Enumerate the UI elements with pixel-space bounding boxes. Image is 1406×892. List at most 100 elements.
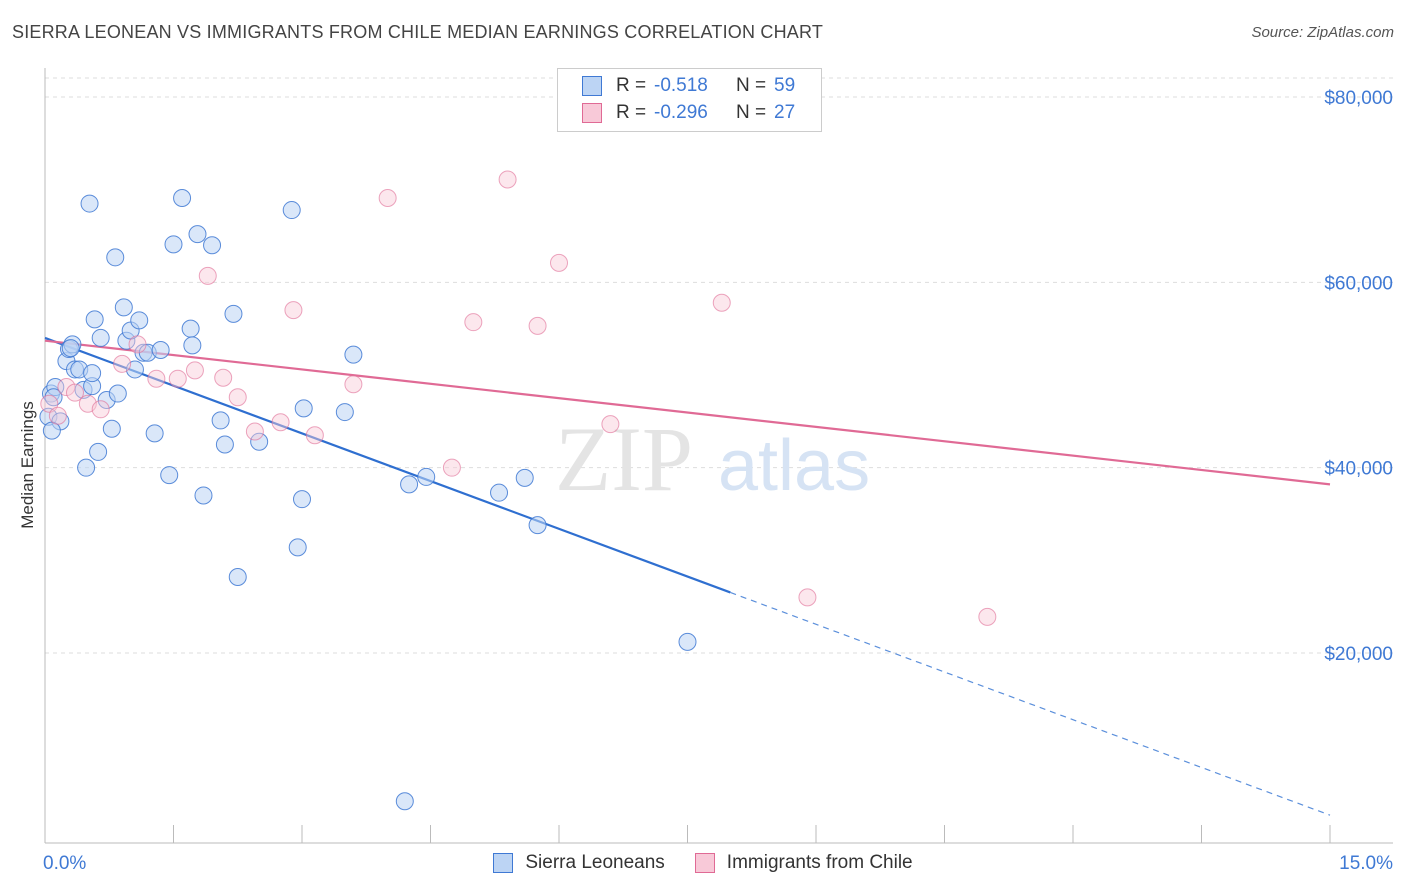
point-chile	[185, 361, 204, 380]
trendline-sierra-leoneans	[44, 336, 731, 594]
point-sierra-leonean	[335, 403, 354, 422]
r-label: R =	[616, 75, 647, 96]
legend-item-sierra-leoneans[interactable]: Sierra Leoneans	[493, 852, 665, 874]
point-chile	[271, 413, 290, 432]
legend-item-chile[interactable]: Immigrants from Chile	[694, 852, 913, 874]
point-sierra-leonean	[417, 467, 436, 486]
point-chile	[91, 400, 110, 419]
watermark: ZIP atlas	[555, 408, 870, 510]
point-chile	[978, 607, 997, 626]
point-chile	[245, 422, 264, 441]
y-axis-label: Median Earnings	[18, 401, 37, 529]
point-sierra-leonean	[114, 298, 133, 317]
trendline-sierra-leoneans-extension	[730, 591, 1331, 816]
y-tick-label: $20,000	[1324, 644, 1393, 665]
point-chile	[57, 378, 76, 397]
point-sierra-leonean	[108, 384, 127, 403]
point-chile	[798, 588, 817, 607]
legend-label: Immigrants from Chile	[726, 852, 913, 873]
r-label: R =	[616, 102, 647, 123]
point-chile	[228, 388, 247, 407]
point-chile	[601, 415, 620, 434]
point-sierra-leonean	[228, 568, 247, 587]
point-sierra-leonean	[515, 468, 534, 487]
r-value: -0.518	[654, 75, 708, 96]
point-sierra-leonean	[77, 458, 96, 477]
axes	[44, 68, 1393, 844]
point-chile	[550, 253, 568, 272]
point-chile	[147, 369, 166, 388]
trendlines	[44, 336, 1331, 816]
point-sierra-leonean	[61, 339, 80, 358]
y-tick-label: $80,000	[1324, 88, 1393, 109]
point-sierra-leonean	[173, 189, 192, 208]
point-sierra-leonean	[80, 194, 99, 213]
point-chile	[284, 301, 303, 320]
legend-swatch-pink	[694, 853, 715, 873]
n-label: N =	[736, 75, 767, 96]
point-chile	[378, 189, 397, 208]
point-sierra-leonean	[293, 490, 311, 509]
point-chile	[528, 316, 547, 335]
point-chile	[344, 375, 363, 394]
point-sierra-leonean	[211, 411, 230, 430]
point-chile	[498, 170, 517, 189]
point-sierra-leonean	[145, 424, 164, 443]
legend-swatch-blue	[582, 76, 602, 96]
watermark-atlas: atlas	[718, 426, 870, 506]
legend-label: Sierra Leoneans	[525, 852, 665, 873]
point-chile	[198, 266, 217, 285]
point-chile	[214, 368, 233, 387]
point-sierra-leonean	[215, 435, 234, 454]
point-sierra-leonean	[85, 310, 104, 329]
y-tick-label: $60,000	[1324, 273, 1393, 294]
point-sierra-leonean	[282, 201, 301, 220]
point-sierra-leonean	[181, 319, 200, 338]
point-sierra-leonean	[400, 475, 419, 494]
watermark-zip: ZIP	[555, 408, 693, 510]
stats-legend: R = -0.518 N = 59 R = -0.296 N = 27	[557, 68, 822, 132]
point-sierra-leonean	[188, 225, 207, 244]
point-chile	[168, 369, 187, 388]
point-sierra-leonean	[395, 792, 414, 811]
point-sierra-leonean	[528, 516, 547, 535]
point-sierra-leonean	[490, 483, 509, 502]
point-chile	[305, 426, 324, 445]
point-sierra-leonean	[91, 328, 110, 347]
point-sierra-leonean	[164, 235, 183, 254]
point-sierra-leonean	[344, 345, 363, 364]
point-sierra-leonean	[160, 466, 179, 485]
point-sierra-leonean	[224, 304, 243, 323]
point-chile	[442, 458, 461, 477]
point-sierra-leonean	[130, 311, 149, 330]
point-chile	[128, 335, 147, 354]
point-sierra-leonean	[102, 419, 121, 438]
point-sierra-leonean	[151, 340, 170, 359]
point-sierra-leonean	[678, 632, 697, 651]
point-sierra-leonean	[89, 442, 108, 461]
n-label: N =	[736, 102, 767, 123]
source-label: Source: ZipAtlas.com	[1251, 24, 1394, 41]
point-sierra-leonean	[106, 248, 125, 267]
point-sierra-leonean	[183, 336, 202, 355]
chart-title: SIERRA LEONEAN VS IMMIGRANTS FROM CHILE …	[12, 22, 824, 42]
point-sierra-leonean	[288, 538, 307, 557]
legend-row-chile: R = -0.296 N = 27	[582, 100, 856, 126]
tick-labels: $20,000 $40,000 $60,000 $80,000 0.0% 15.0%	[43, 88, 1393, 874]
n-value: 27	[774, 102, 796, 123]
legend-swatch-blue	[493, 853, 514, 873]
point-chile	[113, 354, 132, 373]
point-chile	[48, 406, 67, 425]
x-tick-label-min: 0.0%	[43, 853, 86, 874]
r-value: -0.296	[654, 102, 708, 123]
legend-swatch-pink	[582, 103, 602, 123]
point-sierra-leonean	[83, 364, 102, 383]
point-sierra-leonean	[250, 432, 269, 451]
series-legend: Sierra Leoneans Immigrants from Chile	[0, 852, 1406, 874]
grid-lines	[45, 77, 1393, 654]
point-chile	[464, 313, 483, 332]
point-sierra-leonean	[203, 236, 222, 255]
x-tick-label-max: 15.0%	[1339, 853, 1393, 874]
point-sierra-leonean	[194, 486, 213, 505]
